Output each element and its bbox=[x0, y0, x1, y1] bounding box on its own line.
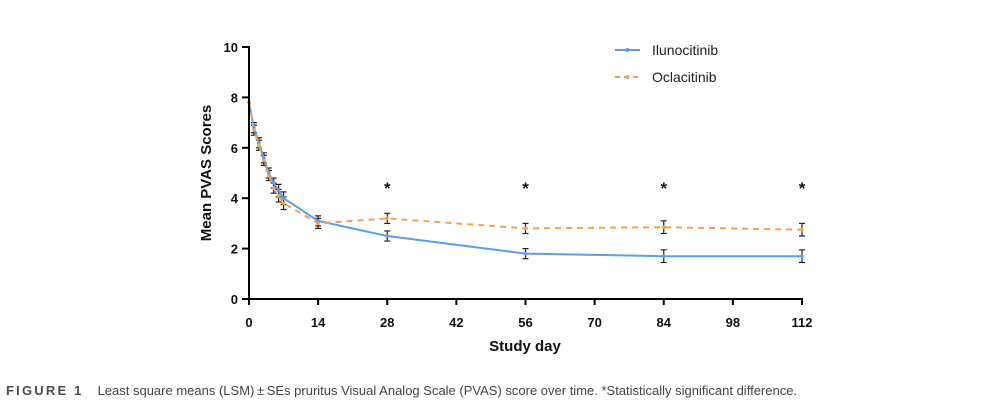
data-point-ilunocitinib bbox=[316, 219, 320, 223]
data-point-oclacitinib bbox=[316, 221, 320, 226]
significance-star: * bbox=[799, 179, 806, 198]
data-point-oclacitinib bbox=[266, 173, 271, 178]
significance-star: * bbox=[660, 179, 667, 198]
data-point-oclacitinib bbox=[385, 216, 390, 221]
data-point-ilunocitinib bbox=[385, 234, 390, 238]
data-point-ilunocitinib bbox=[252, 125, 256, 130]
data-point-oclacitinib bbox=[800, 227, 804, 232]
figure-caption: FIGURE 1 Least square means (LSM) ± SEs p… bbox=[6, 383, 797, 398]
x-tick-label: 112 bbox=[792, 315, 813, 330]
legend: Ilunocitinib Oclacitinib bbox=[615, 42, 718, 85]
y-axis-title: Mean PVAS Scores bbox=[198, 105, 215, 241]
data-point-ilunocitinib bbox=[800, 254, 804, 258]
y-tick-label: 0 bbox=[231, 292, 238, 307]
x-tick-label: 70 bbox=[587, 315, 601, 330]
x-tick-label: 0 bbox=[245, 315, 252, 330]
x-tick-label: 28 bbox=[380, 315, 394, 330]
x-tick-label: 98 bbox=[726, 315, 740, 330]
data-point-ilunocitinib bbox=[276, 188, 281, 193]
y-tick-label: 10 bbox=[224, 40, 238, 55]
legend-marker-ilunocitinib bbox=[625, 48, 630, 52]
x-axis-title: Study day bbox=[489, 338, 561, 355]
data-point-oclacitinib bbox=[252, 128, 256, 132]
x-tick-label: 84 bbox=[657, 315, 672, 330]
data-point-ilunocitinib bbox=[271, 181, 276, 185]
data-point-oclacitinib bbox=[257, 143, 261, 148]
x-tick-label: 14 bbox=[311, 315, 326, 330]
data-point-ilunocitinib bbox=[281, 196, 286, 200]
legend-marker-oclacitinib bbox=[625, 75, 630, 79]
significance-star: * bbox=[522, 179, 529, 198]
axes: 0 14 28 42 56 70 84 98 112 0 2 4 6 8 10 bbox=[224, 40, 813, 330]
figure-caption-label: FIGURE 1 bbox=[6, 383, 84, 398]
legend-label-ilunocitinib: Ilunocitinib bbox=[652, 42, 718, 58]
figure-caption-text: Least square means (LSM) ± SEs pruritus … bbox=[97, 383, 798, 398]
significance-star: * bbox=[384, 179, 391, 198]
series-line-oclacitinib bbox=[248, 102, 803, 231]
data-point-oclacitinib bbox=[271, 186, 276, 190]
y-tick-label: 6 bbox=[231, 141, 238, 156]
annotations-layer: * * * * bbox=[384, 179, 806, 198]
data-point-oclacitinib bbox=[523, 226, 528, 231]
data-point-oclacitinib bbox=[276, 193, 281, 198]
line-chart: 0 14 28 42 56 70 84 98 112 0 2 4 6 8 10 * * * * Ilunociti… bbox=[198, 40, 813, 355]
legend-label-oclacitinib: Oclacitinib bbox=[652, 69, 717, 85]
y-tick-label: 4 bbox=[231, 191, 239, 206]
data-point-oclacitinib bbox=[262, 158, 266, 163]
data-point-ilunocitinib bbox=[266, 171, 271, 175]
y-tick-label: 2 bbox=[231, 242, 238, 257]
data-point-oclacitinib bbox=[661, 225, 666, 229]
x-tick-label: 42 bbox=[449, 315, 463, 330]
data-point-ilunocitinib bbox=[523, 251, 528, 256]
data-point-oclacitinib bbox=[281, 201, 286, 206]
x-tick-label: 56 bbox=[518, 315, 532, 330]
data-point-ilunocitinib bbox=[257, 140, 261, 145]
data-point-ilunocitinib bbox=[262, 156, 266, 160]
y-tick-label: 8 bbox=[231, 90, 238, 105]
data-point-ilunocitinib bbox=[661, 254, 666, 258]
